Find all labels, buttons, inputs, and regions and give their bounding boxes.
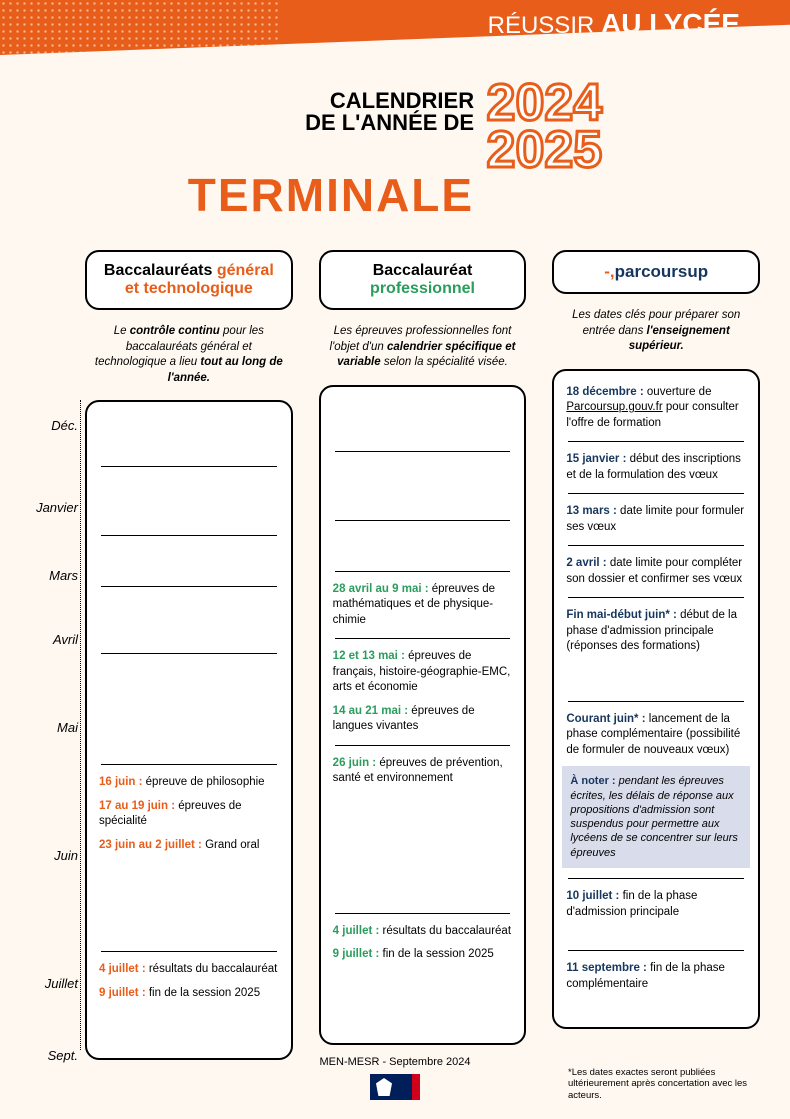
month-label: Déc. xyxy=(30,418,78,433)
banner-thin: RÉUSSIR xyxy=(488,12,595,39)
spacer xyxy=(99,546,279,576)
month-label: Janvier xyxy=(30,500,78,515)
spacer xyxy=(333,795,513,903)
calendar-entry: 26 juin : épreuves de prévention, santé … xyxy=(333,756,513,787)
separator xyxy=(101,466,277,467)
spacer xyxy=(333,531,513,561)
note-box: À noter : pendant les épreuves écrites, … xyxy=(562,766,750,868)
month-label: Avril xyxy=(30,632,78,647)
banner-text: RÉUSSIR AU LYCÉE xyxy=(488,8,740,40)
separator xyxy=(335,520,511,521)
calendar-entry: 17 au 19 juin : épreuves de spécialité xyxy=(99,799,279,830)
separator xyxy=(335,571,511,572)
calendar-entry: 16 juin : épreuve de philosophie xyxy=(99,775,279,791)
separator xyxy=(335,451,511,452)
spacer xyxy=(99,861,279,941)
separator xyxy=(568,950,744,951)
calendar-entry: 2 avril : date limite pour compléter son… xyxy=(566,556,746,587)
gov-logo-icon xyxy=(370,1074,420,1100)
calendar-entry: 9 juillet : fin de la session 2025 xyxy=(99,986,279,1002)
col3-header: -,parcoursup xyxy=(552,250,760,294)
calendar-entry: 10 juillet : fin de la phase d'admission… xyxy=(566,889,746,920)
col-pro: Baccalauréatprofessionnel Les épreuves p… xyxy=(319,250,527,1060)
title-lines: CALENDRIER DE L'ANNÉE DE TERMINALE xyxy=(188,90,474,218)
separator xyxy=(335,913,511,914)
calendar-entry: 13 mars : date limite pour formuler ses … xyxy=(566,504,746,535)
month-label: Mars xyxy=(30,568,78,583)
spacer xyxy=(99,597,279,643)
separator xyxy=(568,701,744,702)
calendar-entry: 12 et 13 mai : épreuves de français, his… xyxy=(333,649,513,696)
timeline-line xyxy=(80,400,81,1050)
title-terminale: TERMINALE xyxy=(188,172,474,218)
parcoursup-dash-icon: -, xyxy=(604,262,614,281)
footnote: *Les dates exactes seront publiées ultér… xyxy=(568,1067,758,1101)
spacer xyxy=(333,401,513,441)
month-label: Mai xyxy=(30,720,78,735)
calendar-entry: 15 janvier : début des inscriptions et d… xyxy=(566,452,746,483)
separator xyxy=(335,745,511,746)
calendar-entry: 23 juin au 2 juillet : Grand oral xyxy=(99,838,279,854)
col1-body: 16 juin : épreuve de philosophie 17 au 19… xyxy=(85,400,293,1060)
calendar-entry: 18 décembre : ouverture de Parcoursup.go… xyxy=(566,385,746,432)
col1-header: Baccalauréats général et technologique xyxy=(85,250,293,310)
col2-intro: Les épreuves professionnelles font l'obj… xyxy=(325,324,521,371)
spacer xyxy=(99,416,279,456)
separator xyxy=(568,878,744,879)
calendar-entry: 14 au 21 mai : épreuves de langues vivan… xyxy=(333,704,513,735)
banner-dots xyxy=(0,0,280,70)
separator xyxy=(101,951,277,952)
calendar-entry: 9 juillet : fin de la session 2025 xyxy=(333,947,513,963)
calendar-entry: 4 juillet : résultats du baccalauréat xyxy=(99,962,279,978)
year-2025: 2025 xyxy=(487,127,603,174)
columns: Baccalauréats général et technologique L… xyxy=(85,250,760,1060)
parcoursup-logo-text: parcoursup xyxy=(615,262,709,281)
year-stack: 2024 2025 xyxy=(487,80,603,174)
separator xyxy=(335,638,511,639)
header-banner: RÉUSSIR AU LYCÉE xyxy=(0,0,790,55)
spacer xyxy=(333,462,513,510)
calendar-entry: 4 juillet : résultats du baccalauréat xyxy=(333,924,513,940)
col2-header-b: professionnel xyxy=(370,280,475,297)
separator xyxy=(101,764,277,765)
separator xyxy=(101,653,277,654)
month-label: Juin xyxy=(30,848,78,863)
spacer xyxy=(566,663,746,691)
month-label: Juillet xyxy=(30,976,78,991)
calendar-entry: 11 septembre : fin de la phase complémen… xyxy=(566,961,746,992)
col3-intro: Les dates clés pour préparer son entrée … xyxy=(558,308,754,355)
spacer xyxy=(566,928,746,940)
col2-header-a: Baccalauréat xyxy=(373,262,473,279)
calendar-entry: 28 avril au 9 mai : épreuves de mathémat… xyxy=(333,582,513,629)
banner-bold: AU LYCÉE xyxy=(601,8,740,39)
separator xyxy=(101,586,277,587)
calendar-entry: Courant juin* : lancement de la phase co… xyxy=(566,712,746,759)
spacer xyxy=(99,664,279,754)
title-line2: DE L'ANNÉE DE xyxy=(305,110,474,135)
separator xyxy=(568,597,744,598)
calendar-entry: Fin mai-début juin* : début de la phase … xyxy=(566,608,746,655)
year-2024: 2024 xyxy=(487,80,603,127)
col3-body: 18 décembre : ouverture de Parcoursup.go… xyxy=(552,369,760,1029)
col1-header-a: Baccalauréats xyxy=(104,262,217,279)
title-block: CALENDRIER DE L'ANNÉE DE TERMINALE 2024 … xyxy=(0,80,790,218)
spacer xyxy=(99,477,279,525)
separator xyxy=(568,441,744,442)
separator xyxy=(101,535,277,536)
col-general: Baccalauréats général et technologique L… xyxy=(85,250,293,1060)
separator xyxy=(568,545,744,546)
col1-intro: Le contrôle continu pour les baccalauréa… xyxy=(91,324,287,386)
col2-body: 28 avril au 9 mai : épreuves de mathémat… xyxy=(319,385,527,1045)
separator xyxy=(568,493,744,494)
col2-header: Baccalauréatprofessionnel xyxy=(319,250,527,310)
col-parcoursup: -,parcoursup Les dates clés pour prépare… xyxy=(552,250,760,1060)
